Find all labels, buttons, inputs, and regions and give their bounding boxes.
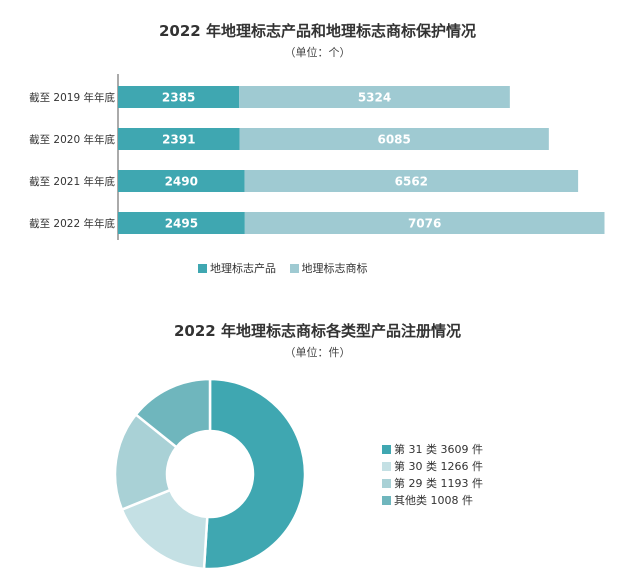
category-tick-label: 截至 2022 年年底 xyxy=(29,217,115,230)
donut-legend-label-other: 其他类 1008 件 xyxy=(394,494,473,507)
donut-chart-title: 2022 年地理标志商标各类型产品注册情况 xyxy=(174,322,461,340)
legend-item-products: 地理标志产品 xyxy=(198,262,280,275)
legend-label-products: 地理标志产品 xyxy=(210,262,276,275)
donut-legend-label-29: 第 29 类 1193 件 xyxy=(394,477,483,490)
bar-geo-product xyxy=(118,212,245,234)
donut-legend-swatch-30 xyxy=(382,462,391,471)
bar-data-label: 2490 xyxy=(165,175,198,189)
category-tick-label: 截至 2019 年年底 xyxy=(29,91,115,104)
category-tick-label: 截至 2021 年年底 xyxy=(29,175,115,188)
donut-legend-swatch-31 xyxy=(382,445,391,454)
bar-geo-trademark xyxy=(239,128,549,150)
bar-geo-trademark xyxy=(244,212,605,234)
bar-chart-subtitle: （单位：个） xyxy=(284,46,351,59)
legend-label-trademarks: 地理标志商标 xyxy=(301,262,368,275)
donut-legend-label-31: 第 31 类 3609 件 xyxy=(394,443,483,456)
bar-data-label: 6562 xyxy=(395,175,428,189)
bar-geo-product xyxy=(118,128,240,150)
donut-slice-31 xyxy=(202,377,307,571)
bar-data-label: 2495 xyxy=(165,217,198,231)
donut-legend-item-30: 第 30 类 1266 件 xyxy=(382,458,483,474)
category-tick-label: 截至 2020 年年底 xyxy=(29,133,115,146)
bar-geo-product xyxy=(118,86,240,108)
bar-data-label: 2391 xyxy=(162,133,195,147)
donut-slice-other xyxy=(134,377,212,449)
bar-geo-product xyxy=(118,170,245,192)
bar-data-label: 6085 xyxy=(377,133,410,147)
donut-legend-swatch-29 xyxy=(382,479,391,488)
legend-swatch-products xyxy=(198,264,207,273)
bar-legend: 地理标志产品 地理标志商标 xyxy=(198,260,368,276)
bar-geo-trademark xyxy=(244,170,579,192)
donut-slice-30 xyxy=(120,488,209,571)
donut-legend-item-31: 第 31 类 3609 件 xyxy=(382,441,483,457)
donut-legend-swatch-other xyxy=(382,496,391,505)
legend-item-trademarks: 地理标志商标 xyxy=(289,262,368,275)
donut-chart-subtitle: （单位：件） xyxy=(284,346,351,359)
bar-data-label: 5324 xyxy=(358,91,391,105)
donut-legend-item-other: 其他类 1008 件 xyxy=(382,492,473,508)
bar-geo-trademark xyxy=(239,86,510,108)
bar-data-label: 7076 xyxy=(408,217,441,231)
bar-chart-title: 2022 年地理标志产品和地理标志商标保护情况 xyxy=(159,22,476,40)
bar-data-label: 2385 xyxy=(162,91,195,105)
donut-legend-item-29: 第 29 类 1193 件 xyxy=(382,475,483,491)
legend-swatch-trademarks xyxy=(289,264,299,273)
donut-legend-label-30: 第 30 类 1266 件 xyxy=(394,460,483,473)
stacked-bar-chart: 截至 2019 年年底 2385 5324 截至 2020 年年底 2391 6085 截至… xyxy=(29,74,605,240)
